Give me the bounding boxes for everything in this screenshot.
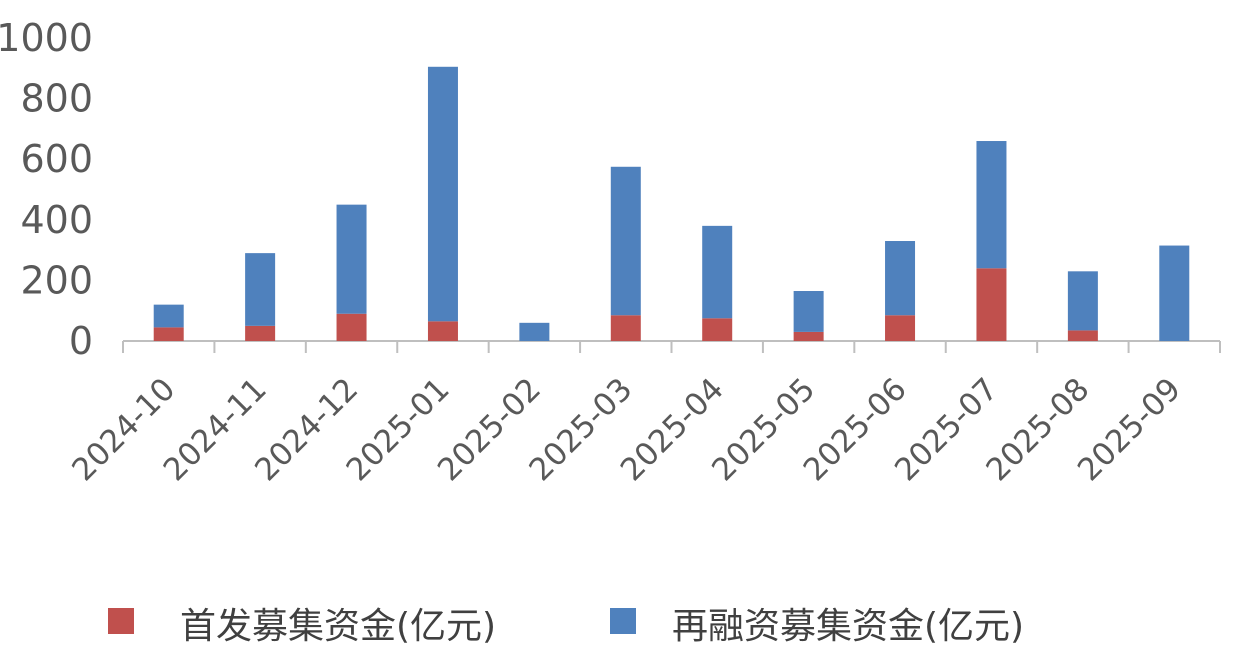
y-tick-label: 400 [20, 198, 93, 242]
bar-refinancing-2025-02 [519, 322, 550, 341]
bar-refinancing-2025-03 [610, 166, 641, 316]
legend: 首发募集资金(亿元) 再融资募集资金(亿元) [108, 606, 1024, 647]
x-axis-tick-marks [122, 341, 1221, 353]
bar-refinancing-2025-08 [1067, 271, 1098, 331]
legend-swatch-ipo [108, 608, 134, 634]
bar-ipo-2025-03 [610, 315, 641, 341]
x-axis-tick-labels: 2024-102024-112024-122025-012025-022025-… [65, 371, 1188, 488]
bar-refinancing-2025-05 [793, 291, 824, 332]
bars-group [153, 66, 1190, 341]
bar-refinancing-2024-11 [245, 253, 276, 326]
bar-refinancing-2025-09 [1159, 245, 1190, 341]
bar-ipo-2024-12 [336, 313, 367, 341]
bar-refinancing-2024-10 [153, 304, 184, 328]
legend-swatch-refinancing [610, 608, 636, 634]
bar-ipo-2024-10 [153, 327, 184, 341]
y-tick-label: 200 [20, 258, 93, 302]
bar-ipo-2025-05 [793, 331, 824, 341]
y-tick-label: 800 [20, 77, 93, 121]
bar-ipo-2025-06 [885, 315, 916, 341]
bar-refinancing-2025-04 [702, 225, 733, 319]
bar-ipo-2025-04 [702, 318, 733, 341]
bar-ipo-2025-01 [427, 321, 458, 341]
y-tick-label: 0 [69, 319, 93, 363]
y-tick-label: 600 [20, 137, 93, 181]
y-axis-tick-labels: 0 200 400 600 800 1000 [0, 16, 93, 363]
bar-refinancing-2025-01 [427, 66, 458, 322]
bar-ipo-2024-11 [245, 325, 276, 341]
legend-label-ipo: 首发募集资金(亿元) [180, 606, 496, 647]
bar-refinancing-2024-12 [336, 204, 367, 314]
bar-refinancing-2025-06 [885, 241, 916, 316]
bar-ipo-2025-08 [1067, 330, 1098, 341]
bar-ipo-2025-07 [976, 268, 1007, 341]
legend-label-refinancing: 再融资募集资金(亿元) [672, 606, 1024, 647]
bar-refinancing-2025-07 [976, 141, 1007, 269]
y-tick-label: 1000 [0, 16, 93, 60]
